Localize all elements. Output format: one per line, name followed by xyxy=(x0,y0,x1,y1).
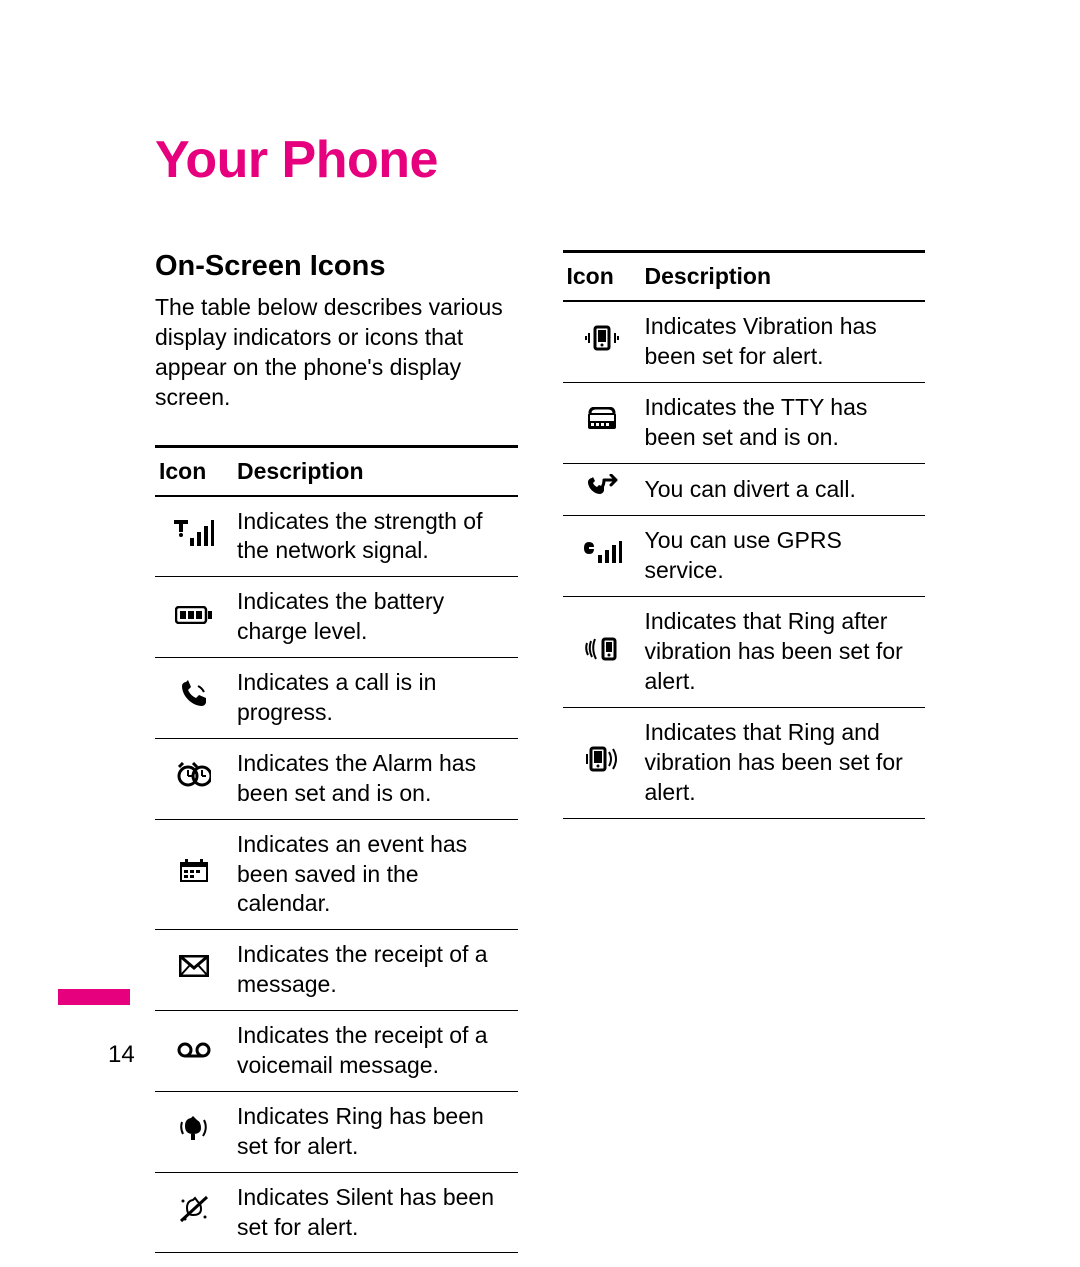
voicemail-icon xyxy=(155,1011,233,1092)
table-row: Indicates the receipt of a voicemail mes… xyxy=(155,1011,518,1092)
col-header-icon: Icon xyxy=(155,446,233,496)
col-header-description: Description xyxy=(233,446,518,496)
col-header-description: Description xyxy=(641,252,926,302)
desc-text: Indicates Vibration has been set for ale… xyxy=(641,301,926,382)
content-columns: On-Screen Icons The table below describe… xyxy=(155,250,925,1253)
table-row: You can divert a call. xyxy=(563,463,926,516)
table-row: Indicates Ring has been set for alert. xyxy=(155,1091,518,1172)
left-column: On-Screen Icons The table below describe… xyxy=(155,250,518,1253)
table-row: Indicates the battery charge level. xyxy=(155,577,518,658)
table-row: Indicates the Alarm has been set and is … xyxy=(155,738,518,819)
call-icon xyxy=(155,658,233,739)
table-row: Indicates a call is in progress. xyxy=(155,658,518,739)
message-icon xyxy=(155,930,233,1011)
icon-table-left: Icon Description xyxy=(155,445,518,1254)
table-row: Indicates the receipt of a message. xyxy=(155,930,518,1011)
silent-icon xyxy=(155,1172,233,1253)
table-row: Indicates an event has been saved in the… xyxy=(155,819,518,930)
battery-icon xyxy=(155,577,233,658)
signal-icon xyxy=(155,496,233,577)
ring-after-vibration-icon xyxy=(563,597,641,708)
col-header-icon: Icon xyxy=(563,252,641,302)
desc-text: You can divert a call. xyxy=(641,463,926,516)
desc-text: Indicates an event has been saved in the… xyxy=(233,819,518,930)
desc-text: Indicates the battery charge level. xyxy=(233,577,518,658)
ring-and-vibration-icon xyxy=(563,707,641,818)
divert-icon xyxy=(563,463,641,516)
desc-text: Indicates the receipt of a message. xyxy=(233,930,518,1011)
manual-page: Your Phone On-Screen Icons The table bel… xyxy=(0,0,1080,1267)
ring-icon xyxy=(155,1091,233,1172)
desc-text: Indicates that Ring after vibration has … xyxy=(641,597,926,708)
table-row: Indicates that Ring and vibration has be… xyxy=(563,707,926,818)
gprs-icon xyxy=(563,516,641,597)
desc-text: Indicates Ring has been set for alert. xyxy=(233,1091,518,1172)
alarm-icon xyxy=(155,738,233,819)
desc-text: Indicates a call is in progress. xyxy=(233,658,518,739)
desc-text: Indicates the Alarm has been set and is … xyxy=(233,738,518,819)
table-row: You can use GPRS service. xyxy=(563,516,926,597)
intro-paragraph: The table below describes various displa… xyxy=(155,293,518,413)
icon-table-right: Icon Description xyxy=(563,250,926,819)
page-number: 14 xyxy=(108,1041,135,1069)
tty-icon xyxy=(563,382,641,463)
accent-bar xyxy=(58,989,130,1005)
vibration-icon xyxy=(563,301,641,382)
desc-text: Indicates the TTY has been set and is on… xyxy=(641,382,926,463)
section-heading: On-Screen Icons xyxy=(155,250,518,283)
desc-text: Indicates Silent has been set for alert. xyxy=(233,1172,518,1253)
desc-text: Indicates that Ring and vibration has be… xyxy=(641,707,926,818)
table-row: Indicates the TTY has been set and is on… xyxy=(563,382,926,463)
page-title: Your Phone xyxy=(155,130,925,190)
desc-text: You can use GPRS service. xyxy=(641,516,926,597)
desc-text: Indicates the receipt of a voicemail mes… xyxy=(233,1011,518,1092)
desc-text: Indicates the strength of the network si… xyxy=(233,496,518,577)
table-row: Indicates the strength of the network si… xyxy=(155,496,518,577)
table-row: Indicates Silent has been set for alert. xyxy=(155,1172,518,1253)
calendar-icon xyxy=(155,819,233,930)
table-row: Indicates that Ring after vibration has … xyxy=(563,597,926,708)
right-column: Icon Description xyxy=(563,250,926,1253)
table-row: Indicates Vibration has been set for ale… xyxy=(563,301,926,382)
